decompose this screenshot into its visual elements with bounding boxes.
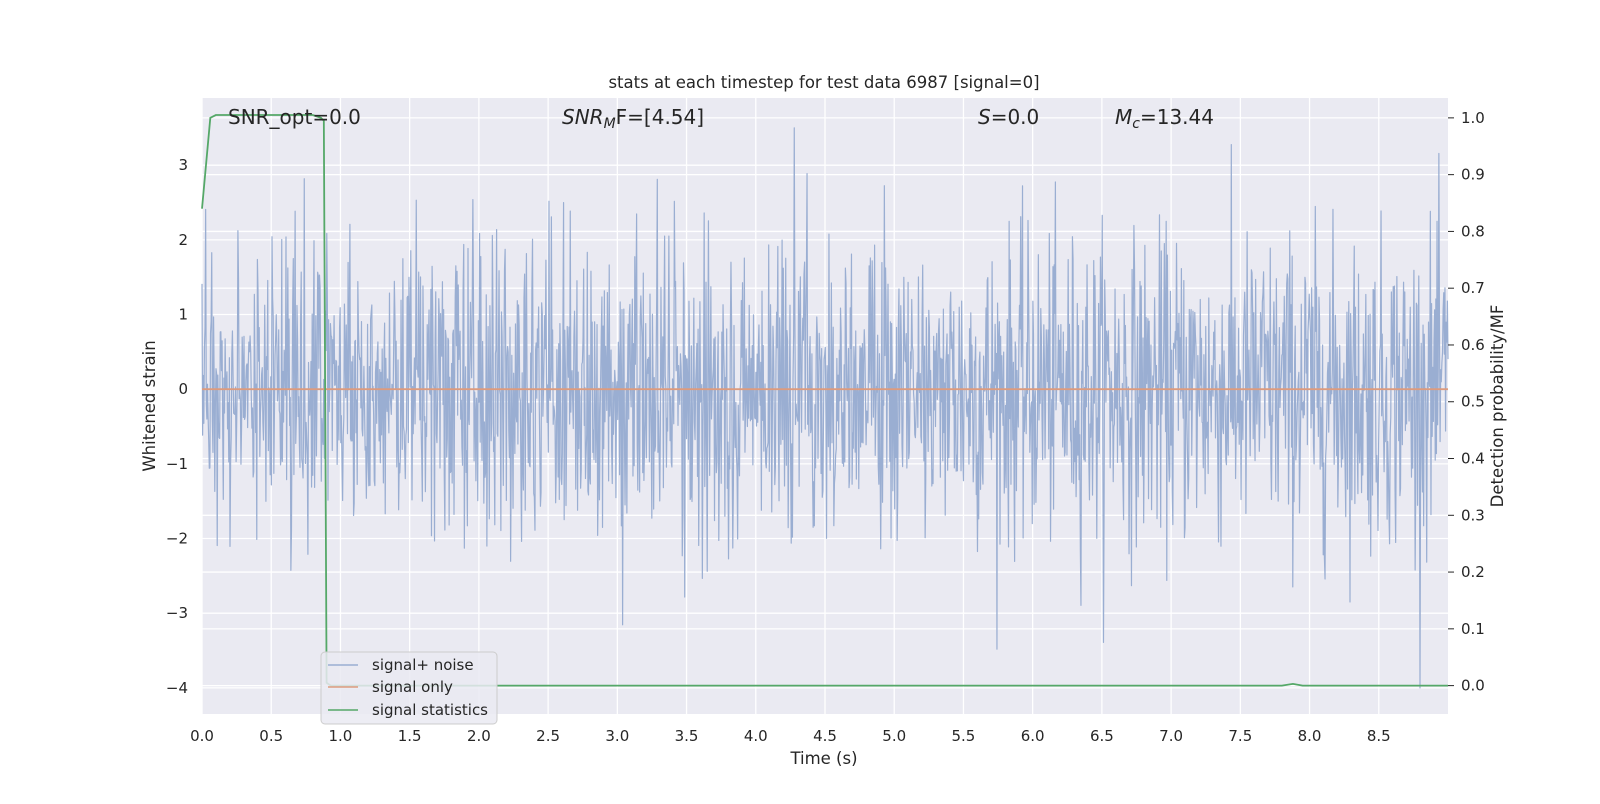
- y-tick-label: −3: [166, 604, 188, 622]
- annotation-s: S=0.0: [978, 105, 1039, 129]
- annotation-s-main: S: [978, 105, 991, 129]
- y2-tick-label: 0.7: [1461, 279, 1485, 297]
- x-tick-label: 3.0: [605, 727, 629, 745]
- x-tick-label: 8.5: [1367, 727, 1391, 745]
- annotation-snr-mf: SNRMF=[4.54]: [562, 105, 704, 132]
- y-tick-label: −2: [166, 530, 188, 548]
- x-tick-label: 2.5: [536, 727, 560, 745]
- signal-statistics-line: [201, 114, 1448, 687]
- y-tick-label: 1: [178, 306, 188, 324]
- y2-axis-label: Detection probability/MF: [1488, 305, 1507, 508]
- x-tick-label: 0.0: [190, 727, 214, 745]
- y2-tick-label: 0.8: [1461, 222, 1485, 240]
- y2-tick-label: 1.0: [1461, 109, 1485, 127]
- y2-tick-label: 0.0: [1461, 677, 1485, 695]
- legend-label-signal-statistics: signal statistics: [372, 701, 488, 719]
- annotation-snr-mf-main: SNR: [562, 105, 604, 129]
- x-tick-label: 6.0: [1021, 727, 1045, 745]
- annotation-s-rest: =0.0: [991, 105, 1040, 129]
- y2-tick-label: 0.9: [1461, 166, 1485, 184]
- x-tick-label: 5.5: [952, 727, 976, 745]
- legend-label-signal-noise: signal+ noise: [372, 656, 474, 674]
- y2-tick-label: 0.5: [1461, 393, 1485, 411]
- y-tick-labels: 3 2 1 0 −1 −2 −3 −4: [166, 156, 188, 697]
- y2-tick-label: 0.3: [1461, 506, 1485, 524]
- y-tick-label: 2: [178, 231, 188, 249]
- x-tick-label: 1.0: [329, 727, 353, 745]
- legend-box: [320, 651, 498, 725]
- signal-plus-noise-series: [201, 127, 1449, 689]
- y2-tick-label: 0.1: [1461, 620, 1485, 638]
- x-tick-label: 2.0: [467, 727, 491, 745]
- annotation-mc-sub: c: [1132, 116, 1140, 132]
- y2-tick-label: 0.4: [1461, 450, 1485, 468]
- x-tick-label: 6.5: [1090, 727, 1114, 745]
- y-tick-label: −4: [166, 679, 188, 697]
- annotation-snr-mf-rest: F=[4.54]: [616, 105, 704, 129]
- annotation-snr-mf-sub: M: [604, 116, 616, 132]
- annotation-mc-rest: =13.44: [1140, 105, 1214, 129]
- x-tick-label: 4.5: [813, 727, 837, 745]
- y-tick-label: 3: [178, 156, 188, 174]
- x-axis-label: Time (s): [789, 749, 857, 768]
- x-tick-labels: 0.0 0.5 1.0 1.5 2.0 2.5 3.0 3.5 4.0 4.5 5.0 5.5 6.0 6…: [190, 727, 1391, 745]
- y-axis-label: Whitened strain: [140, 340, 159, 471]
- legend: signal+ noise signal only signal statist…: [320, 651, 498, 725]
- annotation-mc-main: M: [1115, 105, 1132, 129]
- y-tick-label: 0: [178, 380, 188, 398]
- x-tick-label: 8.0: [1298, 727, 1322, 745]
- legend-label-signal-only: signal only: [372, 678, 453, 696]
- y2-tick-label: 0.6: [1461, 336, 1485, 354]
- x-tick-label: 0.5: [259, 727, 283, 745]
- x-tick-label: 7.5: [1228, 727, 1252, 745]
- y2-tick-label: 0.2: [1461, 563, 1485, 581]
- x-tick-label: 3.5: [675, 727, 699, 745]
- x-tick-label: 4.0: [744, 727, 768, 745]
- y2-tick-labels: 1.0 0.9 0.8 0.7 0.6 0.5 0.4 0.3 0.2 0.1 0.0: [1448, 109, 1485, 695]
- y-tick-label: −1: [166, 455, 188, 473]
- x-tick-label: 1.5: [398, 727, 422, 745]
- annotation-mc: Mc=13.44: [1115, 105, 1214, 132]
- signal-plus-noise-path: [201, 127, 1449, 689]
- x-tick-label: 7.0: [1159, 727, 1183, 745]
- annotation-snr-opt: SNR_opt=0.0: [228, 105, 361, 129]
- chart-title: stats at each timestep for test data 698…: [608, 73, 1039, 92]
- x-tick-label: 5.0: [882, 727, 906, 745]
